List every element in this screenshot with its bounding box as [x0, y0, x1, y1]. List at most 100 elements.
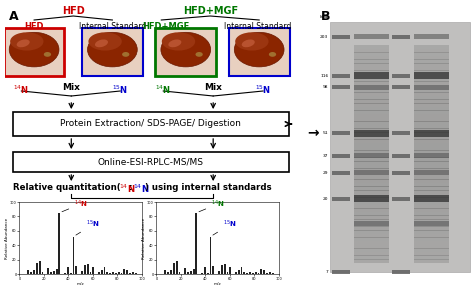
Bar: [355, 172, 389, 176]
Bar: [414, 63, 449, 67]
Text: Mix: Mix: [204, 83, 222, 92]
Bar: [355, 170, 389, 175]
Text: HFD+MGF: HFD+MGF: [143, 22, 190, 31]
Bar: [414, 248, 449, 252]
Bar: [332, 35, 350, 39]
Bar: [13, 152, 289, 172]
Bar: [355, 252, 389, 256]
Bar: [355, 208, 389, 212]
Ellipse shape: [242, 40, 255, 47]
Bar: [355, 56, 389, 60]
Bar: [414, 78, 449, 82]
Bar: [414, 96, 449, 100]
Bar: [355, 221, 389, 226]
Bar: [414, 154, 449, 158]
Bar: [355, 248, 389, 252]
Bar: [414, 45, 449, 49]
Bar: [414, 197, 449, 202]
Text: Protein Extraction/ SDS-PAGE/ Digestion: Protein Extraction/ SDS-PAGE/ Digestion: [60, 120, 241, 129]
Ellipse shape: [95, 40, 108, 47]
Text: 203: 203: [320, 35, 328, 39]
Bar: [414, 170, 449, 175]
Bar: [414, 125, 449, 129]
Bar: [414, 34, 449, 39]
Bar: [355, 212, 389, 216]
Bar: [414, 245, 449, 249]
Bar: [355, 85, 389, 89]
Bar: [355, 70, 389, 74]
Bar: [332, 154, 350, 158]
Bar: [355, 241, 389, 245]
Text: $^{14}$N: $^{14}$N: [155, 84, 171, 96]
Text: Internal Standard: Internal Standard: [79, 22, 146, 31]
Bar: [414, 226, 449, 231]
Bar: [330, 22, 470, 272]
Ellipse shape: [122, 52, 129, 57]
Bar: [355, 157, 389, 161]
Bar: [332, 131, 350, 135]
Bar: [355, 63, 389, 67]
Text: 37: 37: [323, 154, 328, 158]
Bar: [355, 201, 389, 205]
Bar: [355, 195, 389, 202]
Bar: [414, 252, 449, 256]
Bar: [355, 234, 389, 238]
Bar: [355, 226, 389, 231]
Text: $^{15}$N: $^{15}$N: [112, 84, 128, 96]
Bar: [414, 128, 449, 132]
Text: 29: 29: [323, 171, 328, 175]
Text: →: →: [307, 126, 319, 140]
Bar: [355, 143, 389, 147]
Bar: [355, 132, 389, 136]
Bar: [355, 219, 389, 223]
Bar: [414, 85, 449, 89]
Text: Relative quantitation(: Relative quantitation(: [13, 183, 120, 192]
Ellipse shape: [17, 40, 30, 47]
Bar: [414, 255, 449, 260]
Bar: [414, 241, 449, 245]
Bar: [355, 183, 389, 187]
Bar: [355, 88, 389, 93]
Bar: [392, 86, 410, 89]
Bar: [355, 205, 389, 209]
Bar: [414, 117, 449, 122]
Bar: [414, 259, 449, 263]
Bar: [414, 59, 449, 64]
Bar: [414, 208, 449, 212]
Bar: [414, 121, 449, 125]
Text: $^{14}$N: $^{14}$N: [119, 183, 136, 195]
Text: $^{14}$N: $^{14}$N: [133, 183, 149, 195]
Bar: [414, 88, 449, 93]
Bar: [414, 67, 449, 71]
Ellipse shape: [195, 52, 203, 57]
Bar: [414, 132, 449, 136]
Ellipse shape: [89, 32, 122, 51]
Bar: [355, 154, 389, 158]
Ellipse shape: [168, 40, 182, 47]
Bar: [414, 183, 449, 187]
Bar: [355, 130, 389, 137]
Ellipse shape: [161, 32, 210, 67]
Bar: [414, 99, 449, 103]
Bar: [355, 190, 389, 194]
Bar: [355, 67, 389, 71]
Bar: [355, 168, 389, 173]
Bar: [414, 219, 449, 223]
Bar: [355, 176, 389, 180]
Bar: [355, 230, 389, 234]
Bar: [355, 136, 389, 140]
Bar: [355, 59, 389, 64]
Bar: [414, 70, 449, 74]
Ellipse shape: [234, 32, 284, 67]
Bar: [414, 85, 449, 90]
Bar: [414, 52, 449, 56]
Bar: [414, 107, 449, 111]
Text: 7: 7: [326, 270, 328, 274]
Bar: [414, 195, 449, 202]
Text: $^{14}$N: $^{14}$N: [13, 84, 29, 96]
Bar: [392, 154, 410, 158]
Text: $^{15}$N: $^{15}$N: [255, 84, 271, 96]
Bar: [414, 81, 449, 85]
Bar: [414, 186, 449, 191]
Text: HFD: HFD: [62, 6, 85, 16]
